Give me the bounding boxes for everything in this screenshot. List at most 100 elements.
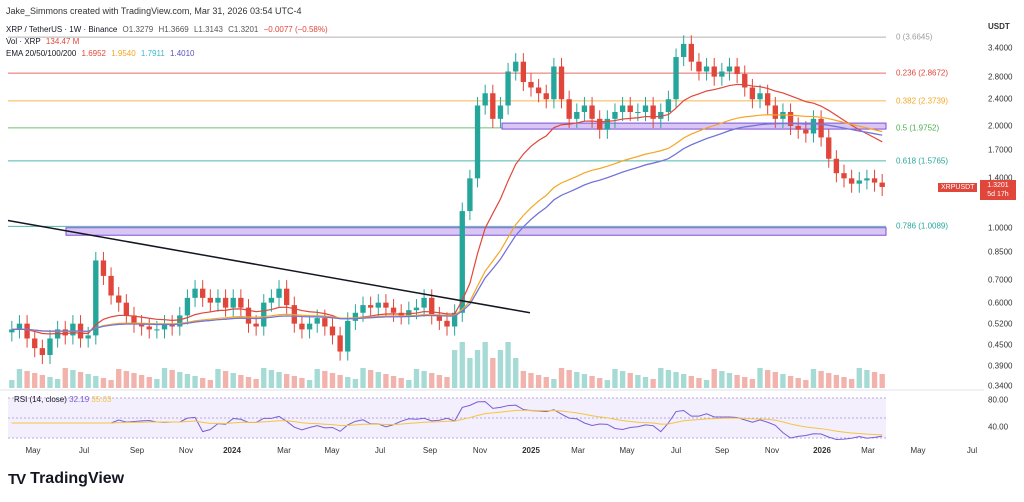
- volume-bar: [703, 380, 710, 388]
- time-tick: Nov: [472, 446, 488, 455]
- volume-bar: [696, 378, 702, 388]
- volume-bar: [238, 375, 244, 388]
- time-tick: Sep: [422, 446, 438, 455]
- candle-body: [810, 118, 817, 134]
- rsi-legend[interactable]: RSI (14, close) 32.19 35.03: [14, 395, 111, 404]
- price-tick: 2.0000: [988, 121, 1013, 131]
- candle-body: [711, 66, 717, 77]
- volume-bar: [864, 370, 870, 388]
- volume-bar: [635, 375, 641, 388]
- volume-bar: [314, 369, 320, 388]
- volume-bar: [520, 371, 527, 388]
- volume-bar: [650, 379, 656, 388]
- candle-body: [329, 326, 336, 336]
- candle-body: [390, 307, 397, 313]
- chart-credit: Jake_Simmons created with TradingView.co…: [6, 6, 302, 16]
- ema200-value: 1.4010: [170, 49, 195, 58]
- candle-body: [215, 297, 221, 303]
- candle-body: [352, 312, 359, 321]
- candle-body: [490, 93, 496, 119]
- volume-bar: [528, 373, 534, 388]
- volume-bar: [85, 374, 91, 388]
- candle-body: [245, 307, 252, 324]
- volume-bar: [474, 350, 481, 388]
- volume-bar: [131, 373, 137, 388]
- candle-body: [413, 307, 420, 311]
- last-price-symbol: XRPUSDT: [938, 183, 978, 192]
- volume-bar: [54, 379, 61, 388]
- time-tick: Nov: [764, 446, 780, 455]
- candle-body: [551, 66, 557, 100]
- candle-body: [451, 312, 458, 327]
- time-tick: 2026: [813, 446, 831, 455]
- candle-body: [32, 338, 38, 349]
- time-tick: Sep: [129, 446, 145, 455]
- volume-bar: [551, 379, 557, 388]
- volume-bar: [681, 374, 687, 388]
- ohlc-change: −0.0077 (−0.58%): [263, 25, 328, 34]
- volume-bar: [574, 372, 580, 388]
- volume-bar: [306, 380, 313, 388]
- support-zone: [65, 227, 887, 236]
- candle-body: [597, 118, 603, 130]
- time-tick: Mar: [277, 446, 291, 455]
- volume-bar: [604, 380, 611, 388]
- candle-body: [467, 178, 473, 212]
- rsi-ma-value: 35.03: [91, 395, 112, 404]
- price-tick: 0.3900: [988, 361, 1013, 371]
- volume-legend[interactable]: Vol · XRP 134.47 M: [6, 37, 82, 47]
- ema-legend[interactable]: EMA 20/50/100/200 1.6952 1.9540 1.7911 1…: [6, 49, 198, 59]
- volume-bar: [184, 374, 191, 388]
- fib-label: 0 (3.6645): [896, 32, 933, 42]
- candle-body: [406, 310, 412, 316]
- time-tick: Mar: [861, 446, 875, 455]
- volume-bar: [161, 368, 168, 388]
- candle-body: [604, 118, 611, 130]
- candle-body: [474, 105, 481, 179]
- volume-bar: [352, 379, 359, 388]
- candle-body: [627, 105, 633, 113]
- volume-bar: [337, 375, 343, 388]
- symbol-name[interactable]: XRP / TetherUS · 1W · Binance: [6, 25, 118, 34]
- candle-body: [780, 112, 786, 119]
- rsi-tick-40: 40.00: [988, 422, 1009, 432]
- ohlc-close: C1.3201: [228, 25, 259, 34]
- volume-bar: [543, 377, 549, 388]
- candle-body: [322, 318, 328, 327]
- candle-body: [650, 105, 656, 119]
- candle-body: [93, 260, 99, 336]
- volume-bar: [322, 371, 328, 388]
- volume-bar: [154, 379, 160, 388]
- volume-bar: [826, 373, 832, 388]
- candle-body: [360, 305, 366, 313]
- candle-body: [131, 315, 137, 324]
- ema100-value: 1.7911: [140, 49, 165, 58]
- candle-body: [299, 323, 305, 330]
- candle-body: [848, 178, 855, 184]
- candle-body: [16, 323, 23, 330]
- ema50-value: 1.9540: [111, 49, 136, 58]
- candle-body: [24, 323, 30, 339]
- candle-body: [795, 125, 801, 130]
- candle-body: [154, 329, 160, 331]
- candle-body: [9, 329, 15, 333]
- volume-bar: [200, 378, 206, 388]
- volume-bar: [795, 378, 801, 388]
- candle-body: [497, 105, 504, 119]
- price-tick: 0.4500: [988, 340, 1013, 350]
- price-tick: 0.5200: [988, 319, 1013, 329]
- volume-bar: [207, 380, 213, 388]
- volume-bar: [192, 376, 198, 388]
- price-axis[interactable]: 3.4000 2.8000 2.4000 2.0000 1.7000 1.4000 1.00…: [984, 0, 1024, 460]
- currency-label: USDT: [988, 22, 1010, 31]
- volume-bar: [299, 378, 305, 388]
- candle-body: [138, 323, 145, 327]
- volume-bar: [818, 371, 824, 388]
- candle-body: [444, 320, 450, 327]
- candle-body: [658, 112, 664, 119]
- candle-body: [879, 182, 885, 187]
- volume-bar: [711, 369, 717, 388]
- candle-body: [238, 297, 244, 308]
- volume-bar: [329, 373, 336, 388]
